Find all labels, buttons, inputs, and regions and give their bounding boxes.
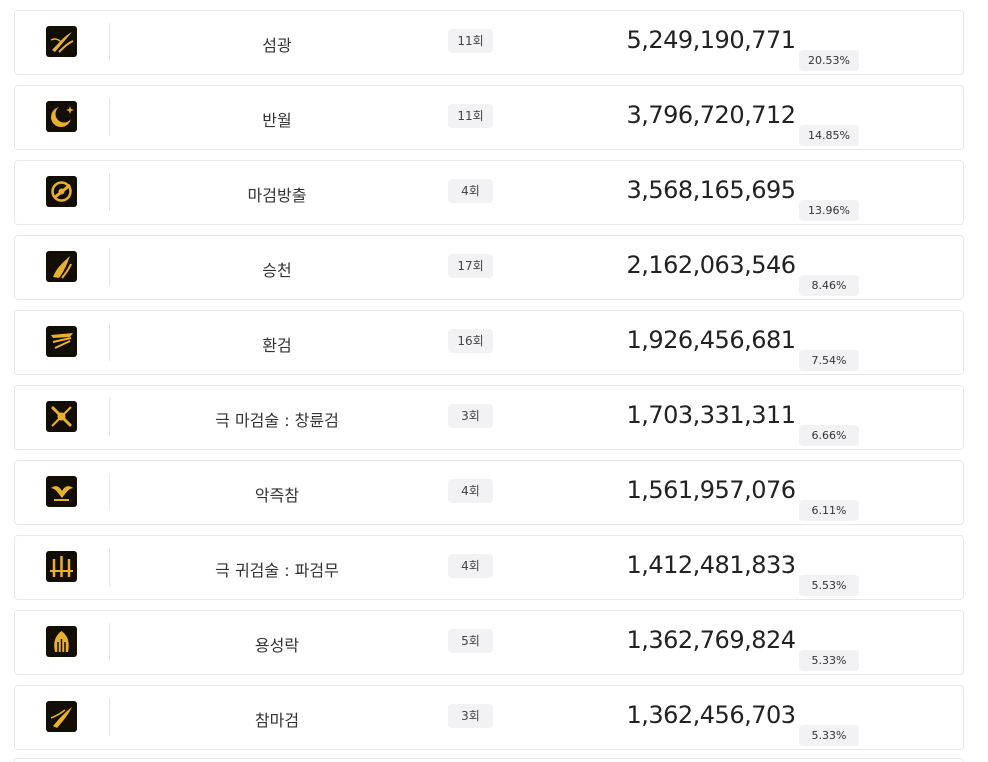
damage-share-badge: 14.85%: [799, 125, 859, 146]
damage-share-badge: 8.46%: [799, 275, 859, 296]
row-divider: [109, 248, 110, 286]
row-divider: [109, 473, 110, 511]
row-divider: [109, 548, 110, 586]
hit-count-badge: 16회: [448, 329, 493, 353]
skill-row[interactable]: 참마검 3회 1,362,456,703 5.33%: [14, 685, 964, 750]
sword-burst-icon: [46, 176, 77, 207]
golden-slash-icon: [46, 26, 77, 57]
skill-damage: 1,362,456,703: [626, 701, 796, 729]
hit-count-badge: 3회: [448, 404, 493, 428]
hit-count-badge: 4회: [448, 179, 493, 203]
damage-share-badge: 6.66%: [799, 425, 859, 446]
hit-count-badge: 11회: [448, 104, 493, 128]
skill-damage: 1,561,957,076: [626, 476, 796, 504]
skill-damage: 1,703,331,311: [626, 401, 796, 429]
rising-flame-icon: [46, 251, 77, 282]
skill-name: 극 귀검술 : 파검무: [215, 561, 339, 580]
damage-share-badge: 6.11%: [799, 500, 859, 521]
skill-name: 극 마검술 : 창륜검: [215, 411, 339, 430]
phantom-blade-icon: [46, 326, 77, 357]
demon-blade-strike-icon: [46, 701, 77, 732]
skill-row[interactable]: 섬광 11회 5,249,190,771 20.53%: [14, 10, 964, 75]
skill-name: 섬광: [262, 36, 292, 55]
row-divider: [109, 323, 110, 361]
skill-row[interactable]: 극 마검술 : 창륜검 3회 1,703,331,311 6.66%: [14, 385, 964, 450]
skill-damage: 2,162,063,546: [626, 251, 796, 279]
damage-share-badge: 5.33%: [799, 650, 859, 671]
row-divider: [109, 23, 110, 61]
row-divider: [109, 623, 110, 661]
hit-count-badge: 4회: [448, 554, 493, 578]
hit-count-badge: 3회: [448, 704, 493, 728]
demon-claw-icon: [46, 476, 77, 507]
skill-damage: 1,412,481,833: [626, 551, 796, 579]
skill-damage: 1,362,769,824: [626, 626, 796, 654]
skill-damage: 3,796,720,712: [626, 101, 796, 129]
skill-row[interactable]: 극 귀검술 : 파검무 4회 1,412,481,833 5.53%: [14, 535, 964, 600]
skill-name: 악즉참: [254, 486, 300, 505]
row-divider: [109, 98, 110, 136]
skill-row[interactable]: 반월 11회 3,796,720,712 14.85%: [14, 85, 964, 150]
hit-count-badge: 11회: [448, 29, 493, 53]
row-divider: [109, 173, 110, 211]
hit-count-badge: 17회: [448, 254, 493, 278]
skill-name: 용성락: [254, 636, 300, 655]
damage-share-badge: 20.53%: [799, 50, 859, 71]
skill-damage: 1,926,456,681: [626, 326, 796, 354]
skill-row[interactable]: 악즉참 4회 1,561,957,076 6.11%: [14, 460, 964, 525]
skill-name: 마검방출: [247, 186, 307, 205]
skill-row[interactable]: 환검 16회 1,926,456,681 7.54%: [14, 310, 964, 375]
skill-row: [14, 758, 964, 762]
hit-count-badge: 4회: [448, 479, 493, 503]
skill-name: 환검: [262, 336, 292, 355]
skill-row[interactable]: 마검방출 4회 3,568,165,695 13.96%: [14, 160, 964, 225]
damage-share-badge: 7.54%: [799, 350, 859, 371]
crossed-swords-icon: [46, 401, 77, 432]
damage-share-badge: 5.53%: [799, 575, 859, 596]
hit-count-badge: 5회: [448, 629, 493, 653]
blade-storm-icon: [46, 551, 77, 582]
skill-name: 반월: [262, 111, 292, 130]
row-divider: [109, 398, 110, 436]
damage-share-badge: 5.33%: [799, 725, 859, 746]
damage-share-badge: 13.96%: [799, 200, 859, 221]
skill-row[interactable]: 승천 17회 2,162,063,546 8.46%: [14, 235, 964, 300]
skill-row[interactable]: 용성락 5회 1,362,769,824 5.33%: [14, 610, 964, 675]
row-divider: [109, 698, 110, 736]
crescent-moon-icon: [46, 101, 77, 132]
skill-name: 승천: [262, 261, 292, 280]
skill-damage: 3,568,165,695: [626, 176, 796, 204]
skill-name: 참마검: [254, 711, 300, 730]
dragon-fall-icon: [46, 626, 77, 657]
skill-damage: 5,249,190,771: [626, 26, 796, 54]
